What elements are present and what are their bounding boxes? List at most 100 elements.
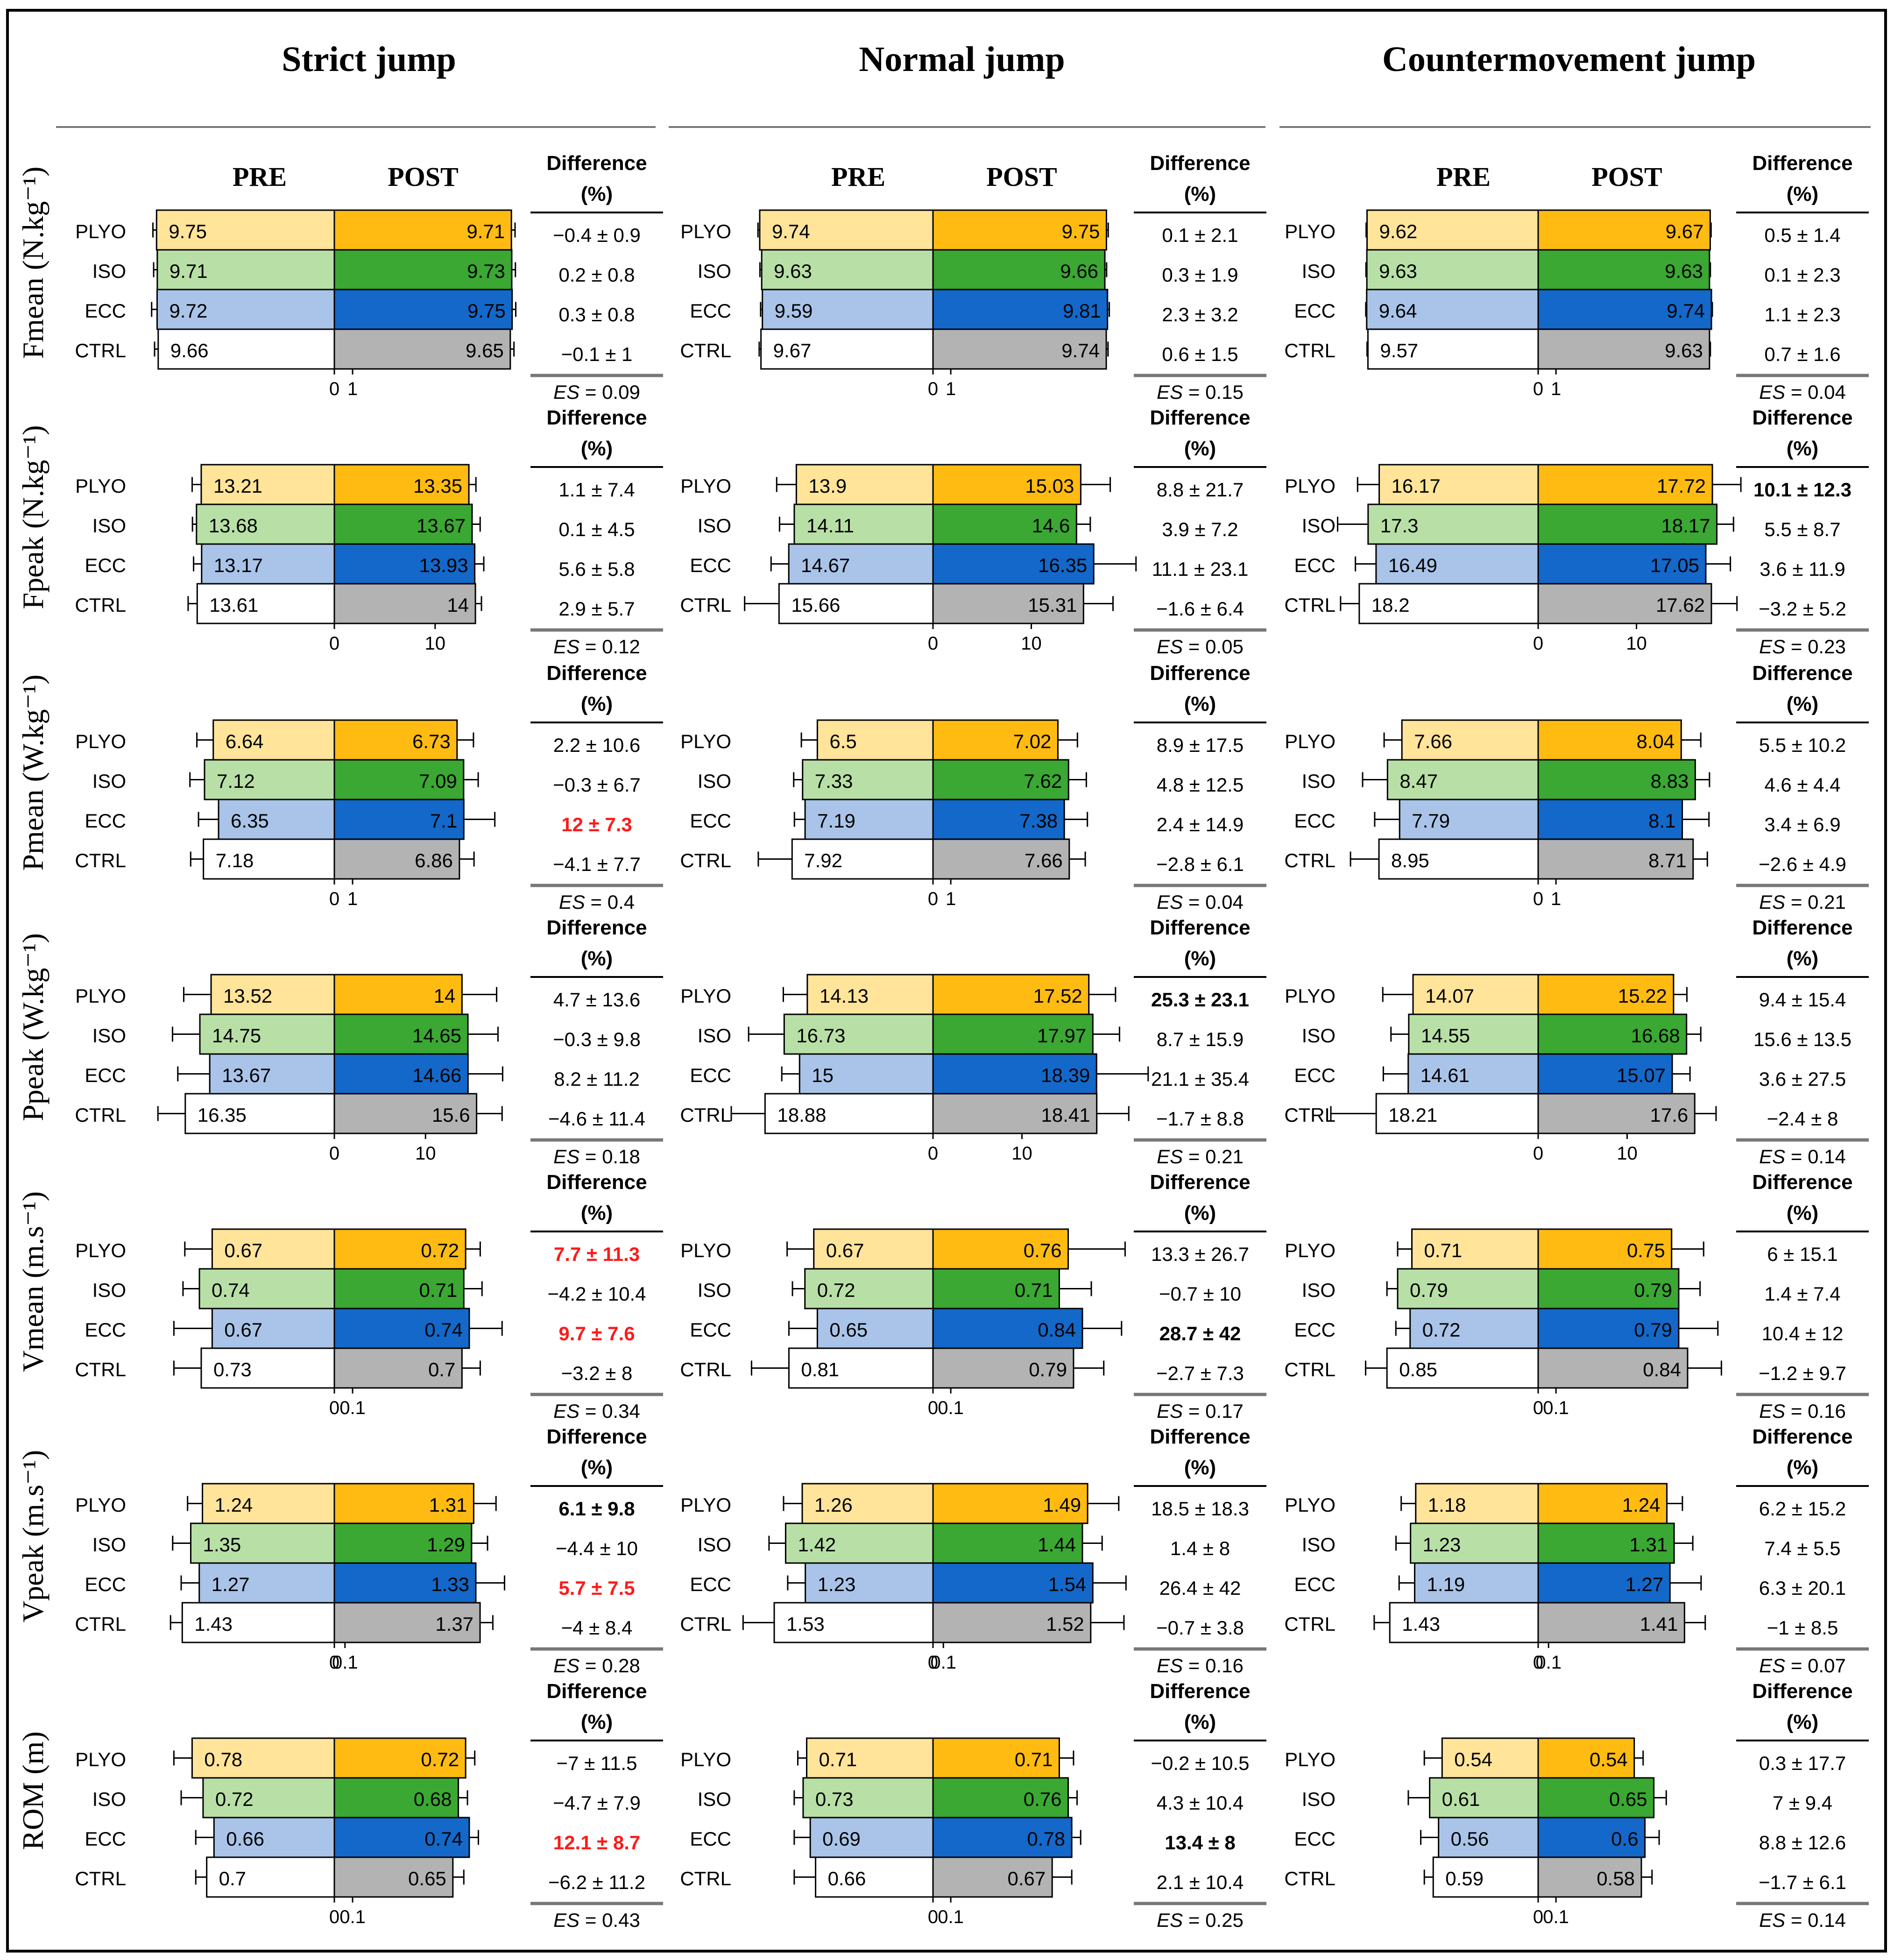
bar-post-ctrl	[1537, 1856, 1642, 1898]
group-label-ecc: ECC	[1294, 300, 1336, 322]
panel-vpeak-2: Difference (%) PLYO 1.18 1.24 6.2 ± 15.2 ISO 1.…	[1284, 1425, 1869, 1677]
difference-header: Difference	[1752, 152, 1852, 175]
bar-pre-ctrl	[1358, 583, 1539, 624]
bar-post-iso	[1537, 503, 1718, 545]
group-label-ecc: ECC	[85, 1064, 126, 1086]
value-label-pre: 0.66	[226, 1828, 264, 1850]
difference-unit: (%)	[1787, 1202, 1818, 1224]
es-label: ES	[1157, 636, 1183, 658]
bar-pre-iso	[196, 503, 335, 545]
value-label-pre: 15	[812, 1064, 834, 1086]
group-label-ctrl: CTRL	[75, 1868, 126, 1889]
es-label: ES	[1759, 1146, 1785, 1168]
value-label-pre: 7.79	[1412, 810, 1450, 832]
value-label-post: 0.65	[408, 1868, 446, 1889]
group-label-ecc: ECC	[85, 810, 126, 832]
bar-pre-ctrl	[200, 1347, 335, 1389]
axis-tick-label: 0	[329, 1652, 339, 1673]
es-label: ES	[553, 1909, 580, 1931]
value-label-pre: 18.88	[777, 1104, 826, 1126]
value-label-post: 17.6	[1650, 1104, 1688, 1126]
difference-header: Difference	[1752, 1171, 1852, 1194]
difference-value: 4.8 ± 12.5	[1157, 774, 1244, 796]
difference-value: −0.3 ± 6.7	[553, 774, 641, 796]
post-header: POST	[1591, 162, 1662, 192]
panel-rom-0: Difference (%) PLYO 0.78 0.72 −7 ± 11.5 ISO 0.7…	[75, 1680, 663, 1931]
group-label-ctrl: CTRL	[75, 1104, 126, 1126]
bar-pre-ecc	[1414, 1562, 1539, 1604]
bar-post-ecc	[1537, 799, 1683, 840]
bar-pre-plyo	[202, 1483, 335, 1524]
value-label-post: 0.71	[1015, 1279, 1053, 1301]
value-label-post: 1.29	[427, 1534, 465, 1556]
group-label-ecc: ECC	[690, 1828, 731, 1850]
difference-unit: (%)	[1787, 1711, 1818, 1734]
difference-value: 6.1 ± 9.8	[558, 1498, 635, 1520]
difference-value: −4.1 ± 7.7	[553, 853, 641, 875]
group-label-plyo: PLYO	[75, 1494, 126, 1516]
difference-value: 12.1 ± 8.7	[553, 1832, 641, 1854]
bar-pre-ctrl	[1367, 328, 1539, 370]
group-label-ctrl: CTRL	[1284, 849, 1336, 871]
value-label-post: 9.67	[1666, 220, 1704, 242]
axis-tick-label: 1	[1551, 889, 1561, 909]
es-label: ES	[1759, 381, 1785, 403]
difference-value: 5.5 ± 8.7	[1764, 518, 1840, 540]
bar-post-ecc	[1537, 1053, 1673, 1095]
value-label-pre: 14.75	[212, 1025, 261, 1047]
difference-value: −4.7 ± 7.9	[553, 1792, 641, 1814]
difference-value: −4.4 ± 10	[556, 1537, 638, 1559]
bar-post-ctrl	[333, 1602, 481, 1643]
effect-size: ES = 0.25	[1157, 1909, 1244, 1931]
axis-tick-label: 0	[1533, 1143, 1543, 1164]
difference-unit: (%)	[581, 1202, 613, 1224]
value-label-post: 0.76	[1024, 1239, 1062, 1261]
group-label-iso: ISO	[92, 260, 126, 282]
difference-value: 3.9 ± 7.2	[1162, 518, 1238, 540]
bar-post-ctrl	[932, 838, 1070, 880]
value-label-pre: 13.68	[209, 515, 258, 537]
value-label-pre: 7.66	[1414, 730, 1452, 752]
group-label-ecc: ECC	[85, 1319, 126, 1341]
es-value: = 0.25	[1183, 1909, 1244, 1931]
es-label: ES	[553, 1400, 580, 1422]
value-label-pre: 14.61	[1420, 1064, 1470, 1086]
bar-pre-plyo	[806, 1737, 934, 1779]
value-label-pre: 13.67	[222, 1064, 271, 1086]
group-label-ctrl: CTRL	[680, 1613, 731, 1635]
value-label-pre: 0.61	[1442, 1788, 1480, 1810]
difference-unit: (%)	[1787, 693, 1818, 715]
bar-post-iso	[333, 1522, 473, 1564]
row-label-ppeak: Ppeak (W.kg⁻¹)	[16, 933, 49, 1121]
value-label-pre: 1.53	[786, 1613, 825, 1635]
value-label-post: 0.54	[1590, 1748, 1628, 1770]
value-label-pre: 0.67	[224, 1319, 262, 1341]
value-label-post: 7.09	[419, 770, 457, 792]
group-label-plyo: PLYO	[680, 220, 731, 242]
difference-value: 5.5 ± 10.2	[1759, 734, 1846, 756]
difference-value: 7.7 ± 11.3	[554, 1243, 640, 1265]
bar-pre-ecc	[201, 543, 335, 585]
effect-size: ES = 0.43	[553, 1909, 640, 1931]
bar-post-ctrl	[1537, 838, 1694, 880]
es-label: ES	[553, 636, 580, 658]
difference-unit: (%)	[1787, 1456, 1818, 1479]
value-label-pre: 9.66	[170, 340, 209, 361]
difference-unit: (%)	[581, 437, 613, 460]
axis-tick-label: 0	[928, 889, 938, 909]
difference-value: 4.7 ± 13.6	[553, 989, 641, 1011]
panel-vmean-1: Difference (%) PLYO 0.67 0.76 13.3 ± 26.7 ISO 0…	[680, 1171, 1266, 1422]
group-label-plyo: PLYO	[1285, 730, 1336, 752]
group-label-plyo: PLYO	[1285, 1239, 1336, 1261]
group-label-plyo: PLYO	[680, 985, 731, 1007]
difference-header: Difference	[1150, 1680, 1250, 1703]
difference-unit: (%)	[581, 183, 613, 205]
difference-value: −6.2 ± 11.2	[548, 1871, 645, 1893]
value-label-post: 9.66	[1060, 260, 1098, 282]
effect-size: ES = 0.14	[1759, 1909, 1846, 1931]
value-label-pre: 0.73	[815, 1788, 854, 1810]
value-label-pre: 6.64	[226, 730, 264, 752]
group-label-iso: ISO	[698, 1788, 731, 1810]
difference-value: 5.7 ± 7.5	[558, 1577, 635, 1599]
value-label-post: 1.31	[429, 1494, 467, 1516]
